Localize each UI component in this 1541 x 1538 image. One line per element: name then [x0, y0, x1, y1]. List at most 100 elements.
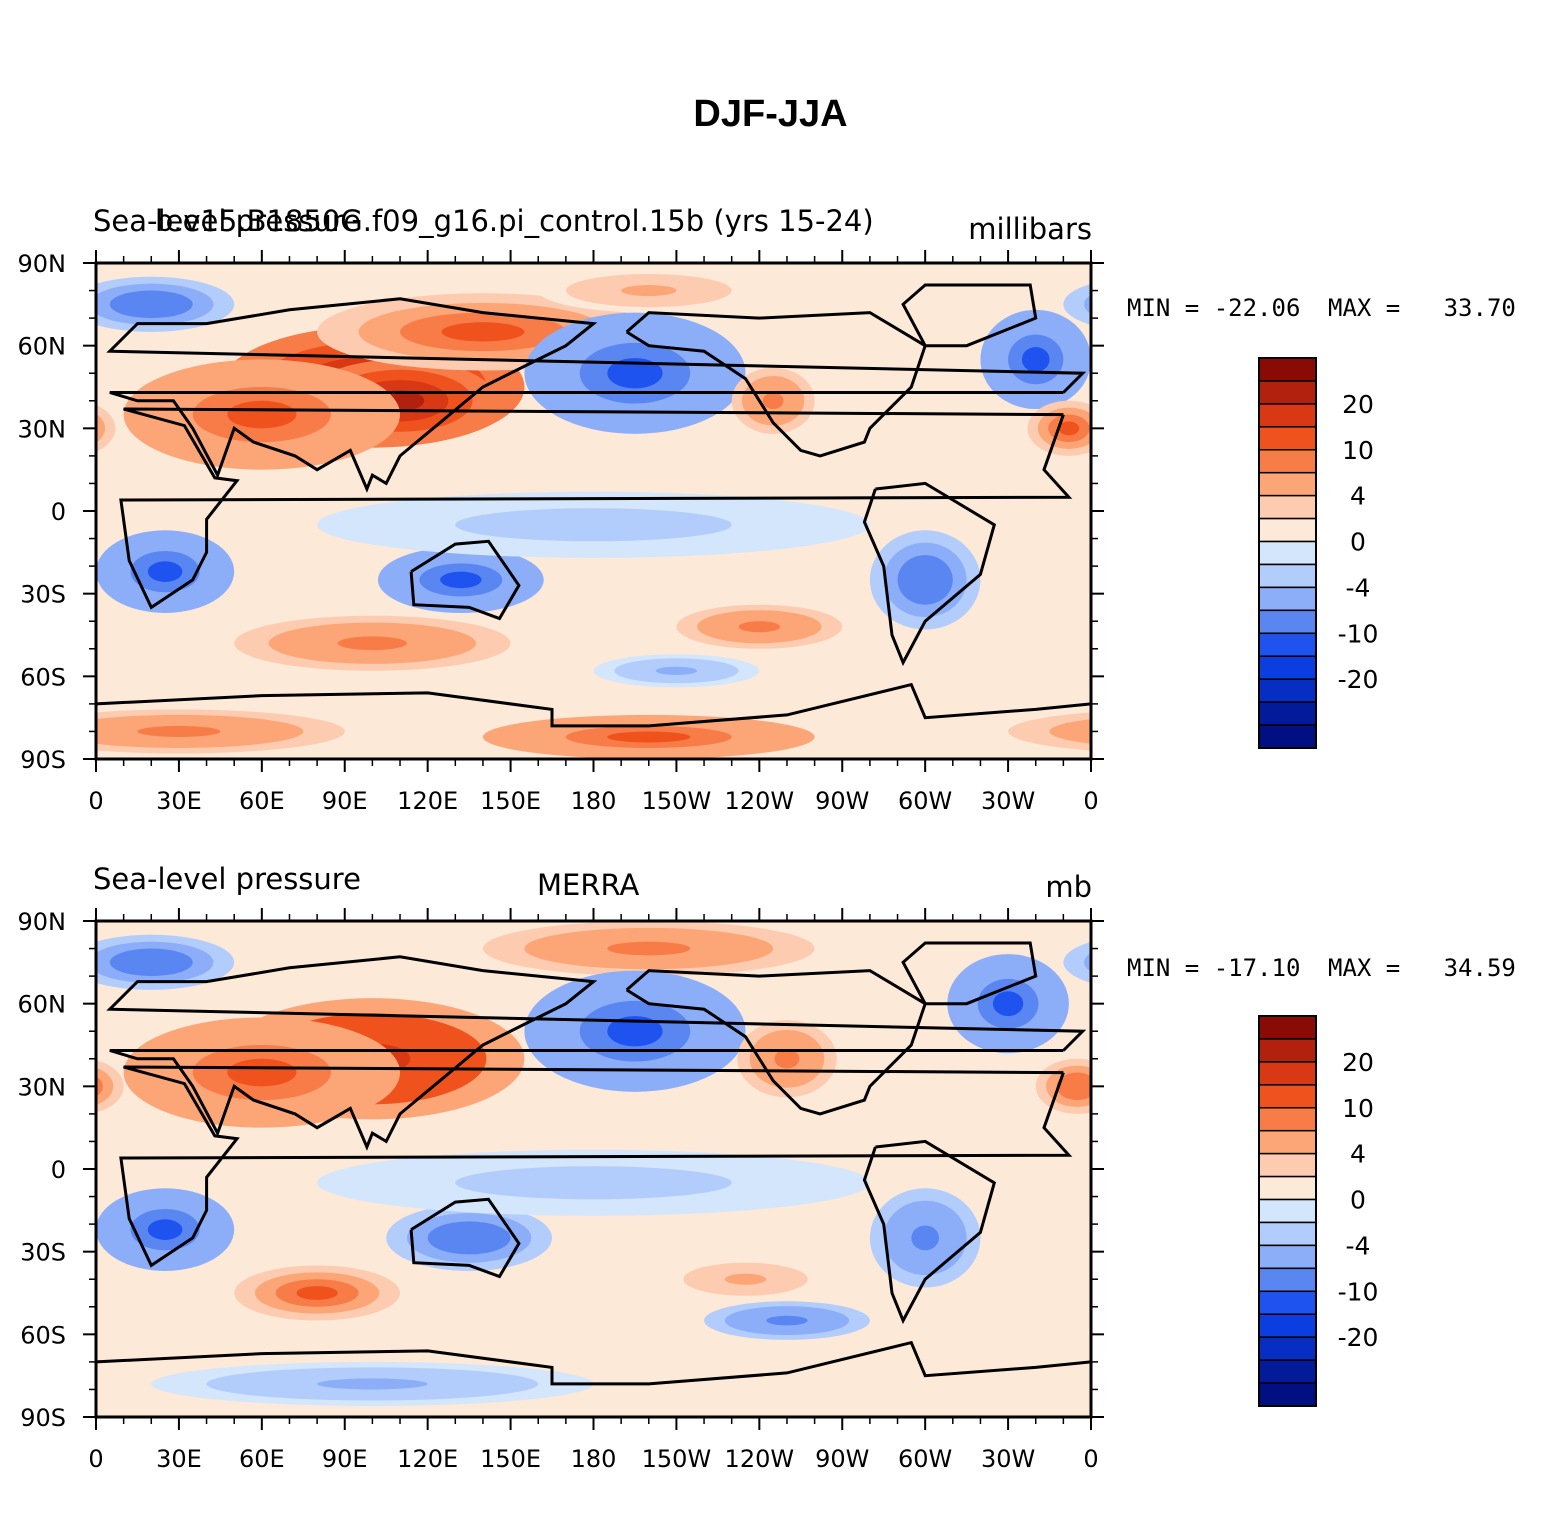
contour-band [130, 955, 173, 970]
y-tick-label: 30S [20, 581, 66, 609]
coastline [862, 1139, 997, 1325]
x-tick-label: 90W [815, 1445, 869, 1473]
contour-band [1066, 1079, 1088, 1094]
contour-band [1084, 294, 1091, 314]
coastlines [96, 283, 1091, 728]
colorbar-label: 20 [1342, 1048, 1374, 1077]
contour-band [64, 421, 85, 435]
min-label: MIN = -22.06 [1127, 294, 1301, 322]
x-tick-label: 120W [725, 1445, 795, 1473]
contour-band [337, 636, 407, 651]
y-tick-label: 90S [20, 1404, 66, 1432]
x-tick-label: 120E [397, 787, 458, 815]
x-tick-label: 30E [156, 787, 202, 815]
coastline [106, 955, 1087, 1151]
x-tick-label: 0 [88, 1445, 103, 1473]
contour-band [1091, 530, 1229, 613]
y-tick-label: 90N [18, 908, 67, 936]
coastlines [96, 941, 1091, 1386]
contour-band [448, 1229, 490, 1247]
contour-band [774, 1049, 800, 1069]
contour-band [1091, 1188, 1229, 1271]
contour-band [724, 1273, 767, 1285]
colorbar-label: -4 [1346, 573, 1371, 602]
x-tick-label: 120W [725, 787, 795, 815]
colorbar-label: 4 [1350, 482, 1366, 511]
coastline [119, 1065, 1073, 1268]
coastline [96, 682, 1091, 728]
x-tick-label: 120E [397, 1445, 458, 1473]
y-tick-label: 60N [18, 991, 67, 1019]
panel-units-label: mb [1045, 870, 1092, 904]
y-tick-label: 60S [20, 1321, 66, 1349]
contour-band [607, 358, 663, 389]
x-tick-label: 0 [1083, 1445, 1098, 1473]
panel-variable-label: Sea-level pressure [93, 862, 361, 896]
contour-band [911, 1225, 939, 1251]
contour-band [1108, 541, 1212, 603]
contour-band [96, 1067, 114, 1105]
x-tick-label: 60E [239, 787, 285, 815]
coastline [106, 297, 1087, 493]
y-tick-label: 60S [20, 663, 66, 691]
colorbar-swatch [1258, 1107, 1317, 1132]
contour-band [441, 322, 525, 342]
panel-source-label: b.e15.B1850G.f09_g16.pi_control.15b (yrs… [155, 204, 874, 238]
colorbar-swatch [1258, 1244, 1317, 1270]
colorbar-label: 0 [1350, 528, 1366, 557]
colorbar-swatch [1258, 1061, 1317, 1086]
colorbar-swatch [1258, 1015, 1317, 1040]
x-tick-label: 150W [642, 1445, 712, 1473]
colorbar-swatch [1258, 586, 1317, 612]
colorbar-swatch [1258, 1038, 1317, 1063]
coastline [901, 941, 1038, 1006]
x-tick-label: 90E [322, 787, 368, 815]
map-panel-merra: Sea-level pressure MERRA mb MIN = -17.10… [0, 853, 1541, 1493]
colorbar-label: 10 [1342, 436, 1374, 465]
panel-variable-label: Sea-level pressure [93, 204, 361, 238]
contour-band [1126, 551, 1195, 592]
max-label: MAX = 34.59 [1328, 954, 1516, 982]
contour-band [1105, 949, 1188, 977]
colorbar-swatch [1258, 1198, 1317, 1224]
colorbar-swatch [1258, 724, 1317, 749]
x-tick-label: 60E [239, 1445, 285, 1473]
colorbar: 20 10 4 0 -4 -10 -20 [1258, 1015, 1379, 1407]
contour-band [1058, 421, 1080, 436]
colorbar-label: -10 [1338, 619, 1379, 648]
contour-band [1084, 952, 1091, 972]
contour-band [762, 392, 784, 410]
colorbar-swatch [1258, 449, 1317, 474]
contour-band [524, 516, 663, 534]
colorbar: 20 10 4 0 -4 -10 -20 [1258, 357, 1379, 749]
x-tick-label: 30W [981, 787, 1035, 815]
map-plot-merra: 0 30E 60E 90E 120E 150E 180 150W 120W 90W 60W 30W 09… [18, 908, 1379, 1473]
x-tick-label: 150E [480, 1445, 541, 1473]
panel-units-label: millibars [968, 212, 1092, 246]
colorbar-swatch [1258, 563, 1317, 589]
colorbar-swatch [1258, 1290, 1317, 1315]
y-tick-label: 30S [20, 1239, 66, 1267]
contour-band [1108, 1199, 1212, 1261]
x-tick-label: 30E [156, 1445, 202, 1473]
colorbar-swatch [1258, 1382, 1317, 1407]
colorbar-swatch [1258, 1152, 1317, 1178]
colorbar-frame [1258, 1015, 1317, 1407]
coastline [862, 481, 997, 667]
contour-band [1126, 1209, 1195, 1250]
colorbar-swatch [1258, 1267, 1317, 1293]
contour-band [317, 1378, 428, 1390]
contour-band [1021, 347, 1050, 372]
colorbar-swatch [1258, 1336, 1317, 1361]
contour-band [130, 297, 173, 312]
contour-band [137, 725, 221, 737]
contour-band [96, 413, 105, 443]
map-plot-model: 0 30E 60E 90E 120E 150E 180 150W 120W 90W 60W 30W 09… [18, 250, 1379, 815]
y-tick-label: 0 [51, 1156, 66, 1184]
y-tick-label: 30N [18, 1073, 67, 1101]
contour-band [440, 571, 482, 589]
colorbar-label: -20 [1338, 1323, 1379, 1352]
colorbar-label: -4 [1346, 1231, 1371, 1260]
colorbar-label: 0 [1350, 1186, 1366, 1215]
contour-band [296, 1286, 338, 1300]
